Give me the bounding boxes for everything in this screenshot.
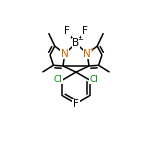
Text: +: + (88, 47, 94, 53)
Text: F: F (82, 26, 88, 36)
Text: B: B (73, 38, 79, 48)
Text: F: F (64, 26, 70, 36)
Text: Cl: Cl (54, 75, 63, 84)
Text: Cl: Cl (89, 75, 98, 84)
Text: F: F (73, 99, 79, 109)
Text: −: − (77, 37, 83, 43)
Text: N: N (61, 49, 69, 59)
Text: N: N (83, 49, 91, 59)
